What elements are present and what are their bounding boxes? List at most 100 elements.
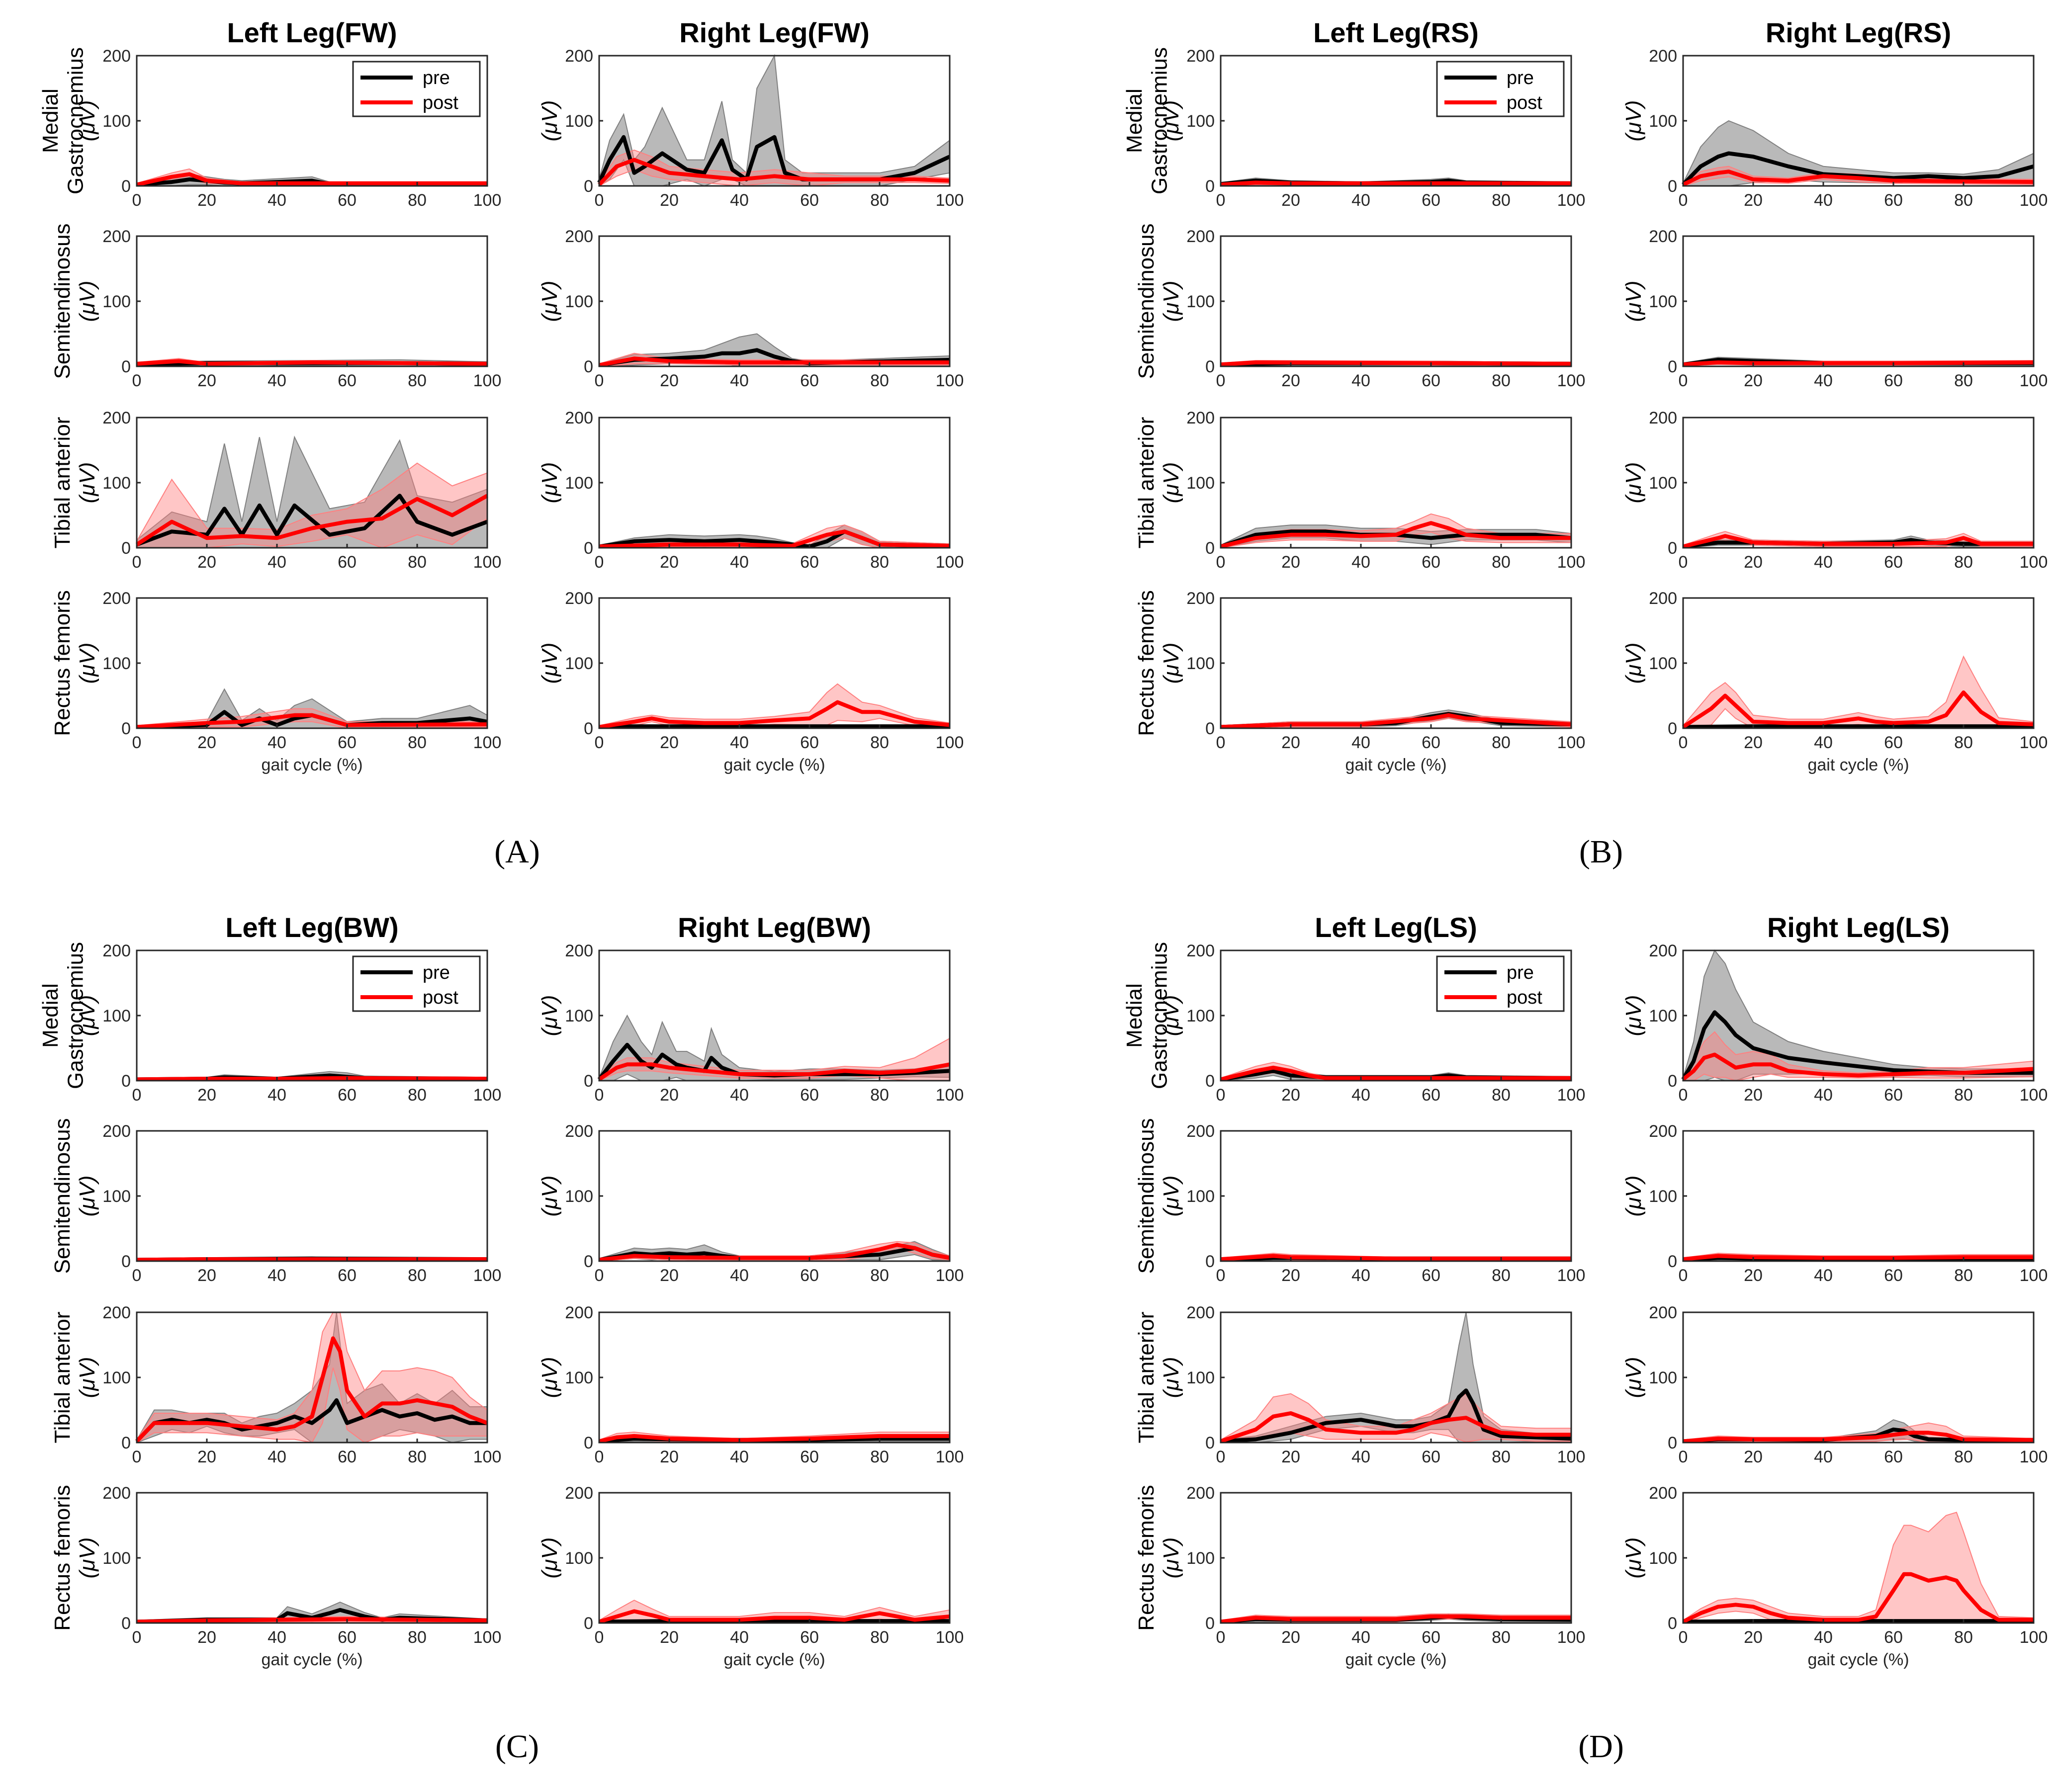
y-axis-unit: (μV) [537, 1176, 562, 1217]
column-title: Left Leg(RS) [1313, 17, 1479, 48]
x-tick-label: 20 [660, 1628, 679, 1647]
x-axis-label: gait cycle (%) [723, 1650, 825, 1669]
column-title: Left Leg(BW) [225, 912, 398, 943]
post-line [136, 1617, 488, 1624]
x-axis-label: gait cycle (%) [1807, 756, 1909, 774]
axes-box [136, 1492, 488, 1624]
legend-box [352, 61, 481, 117]
y-axis-unit: (μV) [75, 462, 99, 504]
y-tick-label: 0 [1668, 1072, 1677, 1091]
x-tick-label: 80 [1492, 191, 1511, 210]
y-tick-label: 200 [565, 227, 593, 246]
x-tick-label: 40 [1814, 371, 1833, 390]
x-tick-label: 80 [408, 1086, 427, 1105]
x-tick-label: 60 [338, 191, 357, 210]
y-axis-unit: (μV) [537, 995, 562, 1036]
post-line [136, 172, 487, 187]
x-tick-label: 20 [1744, 1266, 1763, 1285]
panel-label: (A) [494, 834, 540, 870]
y-tick-label: 0 [584, 1072, 593, 1091]
y-tick-label: 200 [1186, 1484, 1215, 1503]
y-tick-label: 200 [102, 1303, 131, 1322]
x-tick-label: 20 [1281, 371, 1300, 390]
x-tick-label: 100 [936, 1266, 964, 1285]
subplot-right-3: (μV) 0 20 40 60 80 100 0 100 200 gait cycle (%) [1621, 1484, 2048, 1669]
x-tick-label: 20 [660, 191, 679, 210]
y-axis-label: Semitendinosus [50, 1118, 75, 1274]
x-tick-label: 20 [660, 371, 679, 390]
y-tick-label: 0 [1205, 357, 1215, 376]
x-tick-label: 100 [473, 733, 502, 752]
y-axis-unit: (μV) [1621, 1537, 1646, 1579]
subplot-left-3: Rectus femoris (μV) 0 20 40 60 80 100 0 100 200 gai… [50, 589, 501, 774]
x-tick-label: 80 [408, 1266, 427, 1285]
y-tick-label: 100 [1186, 292, 1215, 311]
x-tick-label: 0 [132, 191, 142, 210]
x-tick-label: 80 [408, 191, 427, 210]
x-tick-label: 80 [870, 191, 889, 210]
legend-label-pre: pre [423, 962, 450, 983]
y-axis-unit: (μV) [1621, 281, 1646, 322]
column-title: Right Leg(FW) [679, 17, 870, 48]
x-tick-label: 80 [1954, 553, 1973, 572]
x-tick-label: 40 [1814, 191, 1833, 210]
post-line [599, 356, 950, 367]
y-tick-label: 0 [584, 1252, 593, 1271]
axes-box [1220, 235, 1572, 367]
y-tick-label: 200 [1186, 1303, 1215, 1322]
y-tick-label: 100 [1186, 1368, 1215, 1387]
x-tick-label: 20 [1281, 733, 1300, 752]
column-title: Right Leg(BW) [678, 912, 871, 943]
x-tick-label: 20 [1744, 1448, 1763, 1466]
y-tick-label: 0 [1205, 177, 1215, 196]
x-tick-label: 20 [1744, 1628, 1763, 1647]
panel-label: (B) [1579, 834, 1623, 870]
x-tick-label: 80 [870, 733, 889, 752]
y-tick-label: 100 [565, 474, 593, 493]
subplot-left-0: MedialGastrocnemius(μV) 0 20 40 60 80 100 0 100 2… [38, 941, 502, 1105]
y-tick-label: 0 [584, 539, 593, 558]
x-tick-label: 60 [338, 1266, 357, 1285]
x-tick-label: 60 [1422, 553, 1440, 572]
x-tick-label: 60 [338, 1448, 357, 1466]
x-tick-label: 60 [800, 191, 819, 210]
subplot-right-1: (μV) 0 20 40 60 80 100 0 100 200 [537, 1122, 964, 1285]
y-tick-label: 100 [1186, 112, 1215, 131]
x-tick-label: 80 [1954, 191, 1973, 210]
y-tick-label: 0 [1668, 1614, 1677, 1633]
x-tick-label: 0 [132, 1448, 142, 1466]
x-tick-label: 40 [1351, 191, 1370, 210]
y-axis-unit: (μV) [1621, 462, 1646, 504]
y-axis-unit: (μV) [1159, 462, 1183, 504]
x-tick-label: 100 [2020, 1448, 2048, 1466]
x-tick-label: 20 [1281, 1086, 1300, 1105]
x-tick-label: 100 [1557, 1448, 1586, 1466]
x-tick-label: 100 [473, 1266, 502, 1285]
axes-box [1220, 597, 1572, 729]
x-tick-label: 80 [1492, 1266, 1511, 1285]
y-tick-label: 200 [102, 589, 131, 608]
x-tick-label: 20 [197, 1266, 216, 1285]
y-axis-unit: (μV) [1159, 995, 1183, 1036]
x-tick-label: 100 [2020, 1086, 2048, 1105]
post-line [1220, 1065, 1571, 1082]
y-tick-label: 200 [1649, 1484, 1677, 1503]
x-tick-label: 80 [1954, 1628, 1973, 1647]
x-tick-label: 20 [1281, 1628, 1300, 1647]
x-tick-label: 0 [595, 1628, 604, 1647]
y-tick-label: 200 [1649, 47, 1677, 66]
y-tick-label: 200 [1186, 409, 1215, 427]
x-tick-label: 0 [1679, 553, 1688, 572]
y-tick-label: 100 [565, 1549, 593, 1568]
y-tick-label: 0 [1205, 1614, 1215, 1633]
y-axis-label: Tibial anterior [1134, 417, 1159, 549]
y-axis-unit: (μV) [1159, 281, 1183, 322]
x-tick-label: 60 [800, 1448, 819, 1466]
legend-label-post: post [1507, 987, 1542, 1008]
legend-label-pre: pre [423, 68, 450, 88]
y-tick-label: 100 [102, 1368, 131, 1387]
x-tick-label: 100 [473, 553, 502, 572]
y-axis-unit: (μV) [537, 643, 562, 684]
x-tick-label: 40 [268, 1448, 286, 1466]
y-tick-label: 100 [1186, 1007, 1215, 1025]
